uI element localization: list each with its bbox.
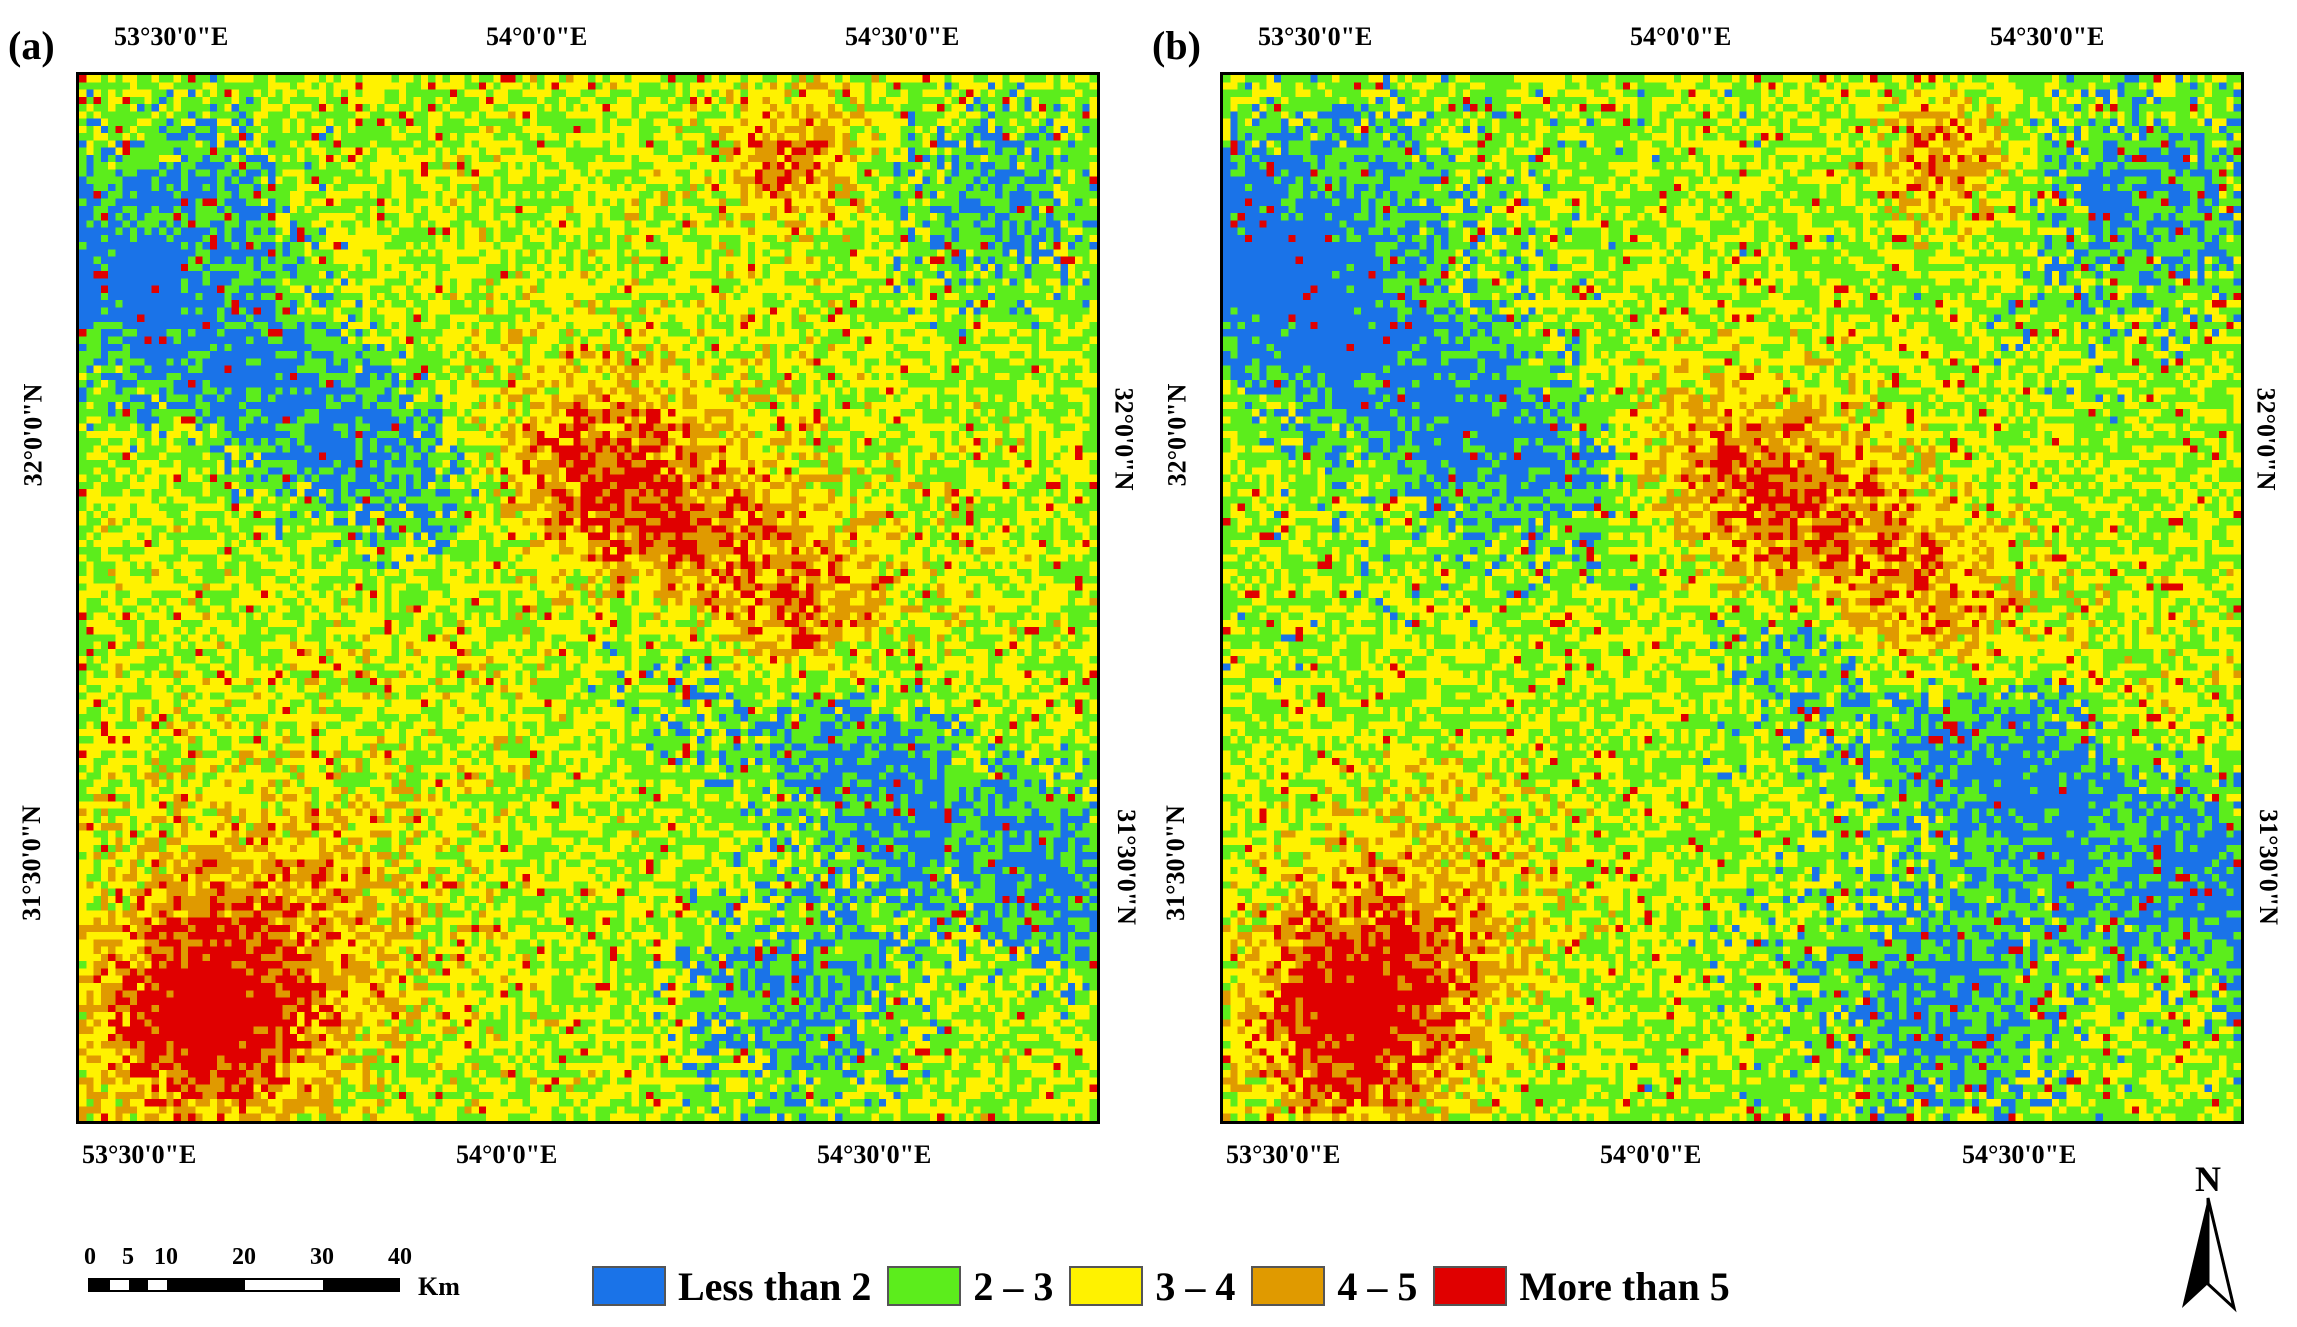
bottom-lon-label: 54°0'0"E bbox=[1600, 1140, 1702, 1169]
right-lat-label: 32°0'0"N bbox=[2251, 387, 2281, 491]
legend-item: 3 – 4 bbox=[1069, 1263, 1235, 1310]
map-frame-a bbox=[76, 72, 1100, 1124]
left-lat-label: 32°0'0"N bbox=[1162, 383, 1192, 487]
top-lon-label: 54°30'0"E bbox=[1990, 22, 2105, 51]
scale-tick-label: 40 bbox=[388, 1244, 412, 1270]
left-lat-label: 31°30'0"N bbox=[16, 805, 46, 921]
scale-tick-label: 20 bbox=[232, 1244, 256, 1270]
legend: Less than 2 2 – 3 3 – 4 4 – 5 More than … bbox=[592, 1262, 1746, 1310]
legend-item: 2 – 3 bbox=[887, 1263, 1053, 1310]
panel-letter-b: (b) bbox=[1152, 23, 1201, 68]
scale-tick-label: 0 bbox=[84, 1244, 96, 1270]
legend-swatch bbox=[1433, 1266, 1508, 1306]
legend-item: Less than 2 bbox=[592, 1263, 871, 1310]
classification-raster-a bbox=[79, 75, 1097, 1121]
scale-tick-label: 10 bbox=[154, 1244, 178, 1270]
panel-letter-a: (a) bbox=[8, 23, 55, 68]
right-lat-label: 32°0'0"N bbox=[1109, 387, 1139, 491]
legend-label: 4 – 5 bbox=[1337, 1263, 1418, 1309]
north-letter: N bbox=[2195, 1159, 2221, 1199]
bottom-lon-label: 54°30'0"E bbox=[1962, 1140, 2077, 1169]
classification-raster-b bbox=[1223, 75, 2241, 1121]
top-lon-label: 54°0'0"E bbox=[1630, 22, 1732, 51]
left-lat-label: 32°0'0"N bbox=[18, 383, 48, 487]
legend-item: More than 5 bbox=[1433, 1263, 1730, 1310]
right-lat-label: 31°30'0"N bbox=[2253, 809, 2283, 925]
legend-label: 3 – 4 bbox=[1155, 1263, 1236, 1309]
top-lon-label: 54°30'0"E bbox=[845, 22, 960, 51]
bottom-lon-label: 53°30'0"E bbox=[82, 1140, 197, 1169]
legend-swatch bbox=[1069, 1266, 1144, 1306]
bottom-lon-label: 54°30'0"E bbox=[817, 1140, 932, 1169]
bottom-lon-label: 54°0'0"E bbox=[456, 1140, 558, 1169]
legend-swatch bbox=[887, 1266, 962, 1306]
top-lon-label: 53°30'0"E bbox=[1258, 22, 1373, 51]
map-frame-b bbox=[1220, 72, 2244, 1124]
bottom-lon-label: 53°30'0"E bbox=[1226, 1140, 1341, 1169]
legend-item: 4 – 5 bbox=[1251, 1263, 1417, 1310]
legend-label: 2 – 3 bbox=[973, 1263, 1054, 1309]
legend-label: More than 5 bbox=[1519, 1263, 1730, 1309]
scale-unit: Km bbox=[418, 1272, 460, 1301]
top-lon-label: 53°30'0"E bbox=[114, 22, 229, 51]
scale-tick-label: 5 bbox=[122, 1244, 134, 1270]
scale-bar-segments bbox=[88, 1278, 400, 1292]
right-lat-label: 31°30'0"N bbox=[1111, 809, 1141, 925]
top-lon-label: 54°0'0"E bbox=[486, 22, 588, 51]
scale-tick-label: 30 bbox=[310, 1244, 334, 1270]
legend-swatch bbox=[1251, 1266, 1326, 1306]
legend-label: Less than 2 bbox=[678, 1263, 872, 1309]
north-arrow-icon bbox=[2182, 1197, 2237, 1313]
north-arrow: N bbox=[2168, 1158, 2248, 1318]
scale-bar: 0 5 10 20 30 40 Km bbox=[84, 1244, 460, 1301]
left-lat-label: 31°30'0"N bbox=[1160, 805, 1190, 921]
legend-swatch bbox=[592, 1266, 666, 1306]
